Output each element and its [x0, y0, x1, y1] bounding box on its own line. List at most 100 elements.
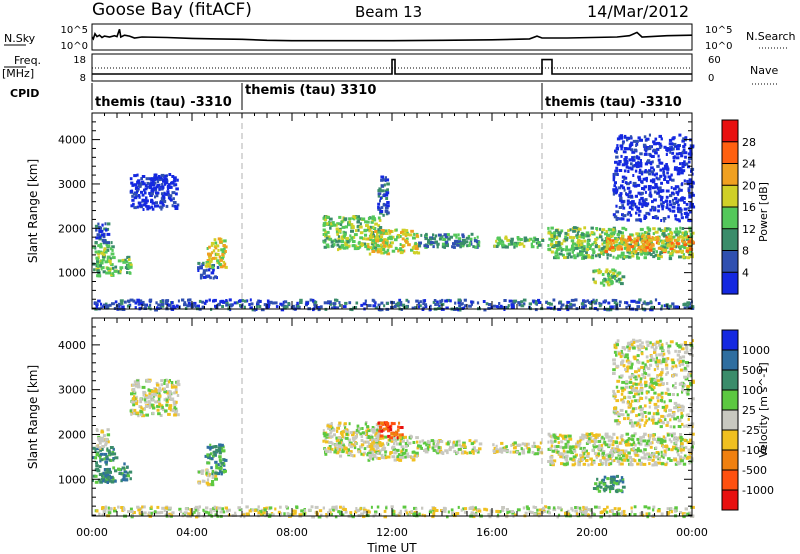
power-cell — [429, 241, 434, 244]
velocity-cell — [642, 435, 645, 439]
power-cell — [631, 158, 636, 162]
velocity-cell — [586, 508, 591, 511]
power-cell — [632, 299, 636, 303]
velocity-cell — [163, 387, 166, 391]
power-cell — [654, 137, 658, 141]
power-cell — [384, 241, 389, 245]
power-cell — [205, 264, 208, 268]
velocity-cell — [396, 436, 399, 440]
velocity-cell — [211, 476, 214, 479]
power-cell — [656, 253, 661, 257]
power-cell — [575, 226, 579, 230]
power-cell — [371, 247, 374, 251]
velocity-cell — [106, 470, 110, 474]
velocity-cell — [292, 509, 296, 513]
velocity-cell — [328, 425, 333, 429]
power-cell — [636, 207, 640, 211]
power-cell — [422, 306, 425, 310]
power-cell — [572, 242, 576, 246]
power-cell — [614, 169, 619, 173]
velocity-cell — [604, 443, 609, 447]
velocity-cell — [474, 439, 478, 443]
velocity-cell — [161, 405, 164, 409]
power-cell — [258, 300, 262, 303]
velocity-cell — [677, 453, 680, 457]
power-cell — [139, 302, 143, 306]
power-cell — [209, 276, 212, 280]
power-cell — [339, 223, 343, 226]
power-cell — [685, 211, 688, 215]
velocity-data-regions — [92, 318, 695, 519]
velocity-cell — [154, 388, 158, 391]
velocity-cell — [557, 441, 560, 445]
velocity-cell — [165, 403, 169, 407]
power-cell — [454, 301, 457, 305]
velocity-cell — [668, 408, 673, 412]
power-cell — [683, 246, 687, 250]
power-cell — [193, 303, 196, 307]
power-cell — [676, 144, 681, 148]
power-cell — [637, 175, 641, 179]
power-cell — [417, 244, 422, 248]
power-cell — [641, 249, 645, 253]
power-cell — [671, 178, 675, 182]
power-cell — [472, 245, 475, 249]
velocity-region-7 — [94, 505, 695, 519]
velocity-cell — [584, 512, 588, 516]
power-cell — [586, 242, 590, 246]
velocity-cell — [673, 458, 678, 462]
velocity-cell — [610, 480, 614, 484]
power-cell — [383, 244, 386, 248]
power-cell — [651, 200, 654, 204]
velocity-cell — [158, 402, 162, 406]
velocity-cell — [197, 481, 201, 485]
velocity-cell — [136, 505, 140, 509]
power-cell — [615, 147, 619, 150]
power-cell — [470, 232, 474, 236]
power-cell — [631, 254, 635, 258]
velocity-cell — [94, 474, 98, 478]
velocity-cell — [322, 432, 326, 436]
velocity-cell — [614, 456, 618, 460]
power-cell — [614, 240, 617, 243]
power-cell — [658, 187, 661, 191]
power-cell — [142, 203, 147, 207]
power-cell — [684, 230, 687, 234]
velocity-cell — [131, 383, 136, 387]
power-cell — [441, 242, 445, 246]
power-cell — [617, 162, 621, 166]
power-cell — [466, 244, 469, 248]
velocity-cell — [664, 463, 668, 467]
power-cell — [686, 179, 689, 183]
power-cell — [606, 256, 609, 260]
power-cell — [683, 143, 687, 147]
power-cell — [410, 248, 414, 252]
velocity-cell — [337, 436, 342, 440]
power-cell — [635, 252, 640, 255]
power-cell — [532, 239, 536, 243]
velocity-cell — [329, 435, 334, 439]
velocity-cell — [471, 450, 475, 454]
velocity-cell — [94, 456, 98, 460]
velocity-cell — [584, 449, 588, 453]
velocity-cell — [585, 442, 589, 445]
power-cell — [628, 194, 632, 198]
power-cell — [377, 205, 380, 209]
power-cell — [623, 176, 628, 180]
power-cell — [384, 242, 389, 246]
velocity-cell — [544, 505, 548, 509]
power-cell — [555, 249, 559, 253]
power-cell — [629, 135, 633, 139]
power-cell — [612, 241, 615, 245]
power-cell — [667, 175, 672, 179]
power-cell — [371, 230, 373, 234]
power-cell — [651, 236, 654, 239]
power-cell — [642, 233, 646, 237]
velocity-cell — [564, 437, 568, 441]
power-cell — [635, 232, 639, 236]
power-cell — [689, 238, 693, 241]
velocity-cell — [674, 509, 677, 513]
power-cell — [102, 258, 105, 262]
power-cell — [373, 241, 377, 245]
power-cell — [677, 189, 681, 193]
